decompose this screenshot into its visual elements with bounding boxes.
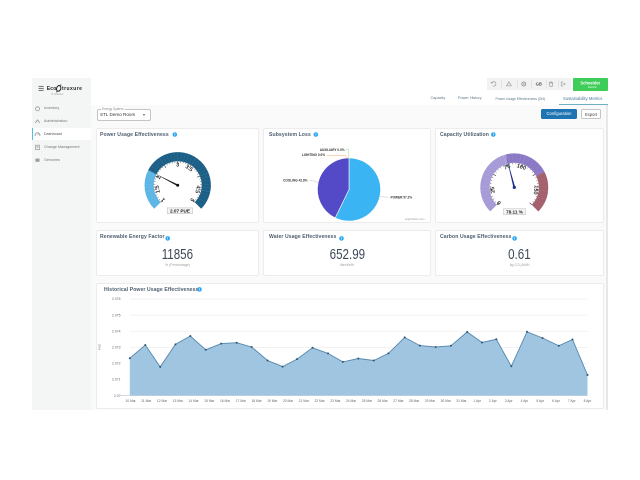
svg-text:i: i xyxy=(493,133,494,137)
svg-text:24 Mar: 24 Mar xyxy=(346,399,357,403)
svg-text:31 Mar: 31 Mar xyxy=(456,399,467,403)
svg-text:21 Mar: 21 Mar xyxy=(299,399,310,403)
svg-text:2.072: 2.072 xyxy=(112,362,121,366)
svg-text:16 Mar: 16 Mar xyxy=(220,399,231,403)
svg-text:i: i xyxy=(199,288,200,292)
svg-text:4 Apr: 4 Apr xyxy=(521,399,530,403)
svg-text:13 Mar: 13 Mar xyxy=(173,399,184,403)
svg-text:3.5: 3.5 xyxy=(184,164,194,173)
svg-text:2.076: 2.076 xyxy=(112,297,121,301)
svg-text:i: i xyxy=(167,237,168,241)
svg-text:8 Apr: 8 Apr xyxy=(584,399,593,403)
svg-text:5: 5 xyxy=(188,196,194,202)
svg-text:i: i xyxy=(514,237,515,241)
svg-text:GB: GB xyxy=(536,81,542,86)
svg-text:6 Apr: 6 Apr xyxy=(552,399,561,403)
svg-text:1 Apr: 1 Apr xyxy=(473,399,482,403)
svg-text:Highcharts.com: Highcharts.com xyxy=(405,217,425,221)
svg-text:29 Mar: 29 Mar xyxy=(425,399,436,403)
svg-text:2.074: 2.074 xyxy=(112,329,121,333)
svg-text:23 Mar: 23 Mar xyxy=(330,399,341,403)
svg-text:7 Apr: 7 Apr xyxy=(568,399,577,403)
svg-text:25 Mar: 25 Mar xyxy=(362,399,373,403)
svg-text:Eco: Eco xyxy=(47,86,57,92)
svg-text:COOLING 42.8%: COOLING 42.8% xyxy=(283,179,308,183)
svg-text:78.11 %: 78.11 % xyxy=(506,209,524,214)
svg-text:150: 150 xyxy=(532,185,539,195)
svg-text:Schneider: Schneider xyxy=(580,80,600,85)
svg-text:3 Apr: 3 Apr xyxy=(505,399,514,403)
svg-text:14 Mar: 14 Mar xyxy=(188,399,199,403)
svg-text:2 Apr: 2 Apr xyxy=(489,399,498,403)
svg-text:22 Mar: 22 Mar xyxy=(314,399,325,403)
svg-text:i: i xyxy=(315,133,316,137)
svg-text:28 Mar: 28 Mar xyxy=(409,399,420,403)
svg-text:26 Mar: 26 Mar xyxy=(377,399,388,403)
svg-text:5 Apr: 5 Apr xyxy=(536,399,545,403)
svg-text:i: i xyxy=(341,237,342,241)
svg-text:Electric: Electric xyxy=(588,85,597,89)
svg-text:1: 1 xyxy=(160,196,166,202)
svg-text:75: 75 xyxy=(503,164,511,172)
svg-text:LIGHTING 0.0%: LIGHTING 0.0% xyxy=(302,153,325,157)
svg-text:27 Mar: 27 Mar xyxy=(393,399,404,403)
svg-text:3: 3 xyxy=(176,163,179,169)
svg-text:IT Advisor: IT Advisor xyxy=(51,92,63,96)
svg-text:2.075: 2.075 xyxy=(112,313,121,317)
svg-text:0: 0 xyxy=(496,199,502,205)
svg-text:2.07: 2.07 xyxy=(114,394,121,398)
svg-text:12 Mar: 12 Mar xyxy=(157,399,168,403)
svg-text:18 Mar: 18 Mar xyxy=(251,399,262,403)
svg-text:17 Mar: 17 Mar xyxy=(236,399,247,403)
svg-text:i: i xyxy=(174,133,175,137)
svg-text:2.073: 2.073 xyxy=(112,346,121,350)
svg-text:10 Mar: 10 Mar xyxy=(125,399,136,403)
svg-text:POWER 57.2%: POWER 57.2% xyxy=(391,195,413,199)
svg-text:15 Mar: 15 Mar xyxy=(204,399,215,403)
svg-text:25: 25 xyxy=(490,186,497,193)
svg-text:30 Mar: 30 Mar xyxy=(441,399,452,403)
svg-text:2: 2 xyxy=(156,175,163,180)
svg-text:20 Mar: 20 Mar xyxy=(283,399,294,403)
svg-text:19 Mar: 19 Mar xyxy=(267,399,278,403)
svg-text:11 Mar: 11 Mar xyxy=(141,399,152,403)
svg-text:PUE: PUE xyxy=(98,344,102,350)
svg-text:2.07 PUE: 2.07 PUE xyxy=(170,209,190,214)
svg-text:2.071: 2.071 xyxy=(112,378,121,382)
svg-text:truxure: truxure xyxy=(62,86,82,92)
svg-text:100: 100 xyxy=(516,163,527,172)
svg-text:4.5: 4.5 xyxy=(193,185,200,194)
svg-text:1.5: 1.5 xyxy=(155,185,162,194)
svg-text:AUXILIARY 0.0%: AUXILIARY 0.0% xyxy=(320,148,345,152)
